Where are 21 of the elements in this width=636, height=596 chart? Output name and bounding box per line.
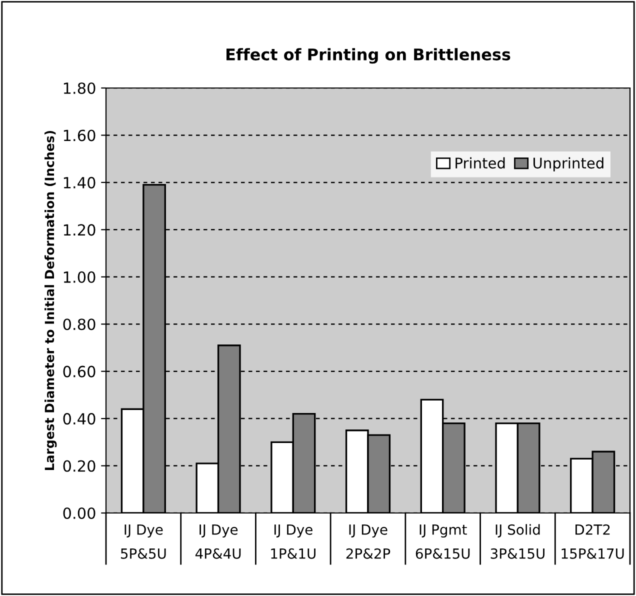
y-tick-label: 1.60 [64,130,96,142]
x-tick-label: IJ Dye 5P&5U [120,524,166,559]
x-tick-label: IJ Dye 2P&2P [346,524,390,559]
x-tick-label: IJ Dye 1P&1U [271,524,316,559]
x-tick-label: IJ Solid 3P&15U [490,524,544,559]
y-tick-label: 1.80 [64,82,96,94]
x-tick-label: D2T2 15P&17U [562,524,624,559]
x-tick-label: IJ Pgmt 6P&15U [416,524,470,559]
legend-label: Unprinted [534,157,604,172]
x-tick-label: IJ Dye 4P&4U [195,524,241,559]
y-tick-label: 0.20 [63,460,96,472]
y-tick-label: 0.80 [63,318,96,330]
y-tick-label: 0.60 [63,366,96,378]
y-tick-label: 1.20 [64,224,96,236]
y-tick-label: 1.40 [64,176,96,188]
y-tick-label: 0.40 [63,413,96,425]
y-tick-label: 0.00 [63,507,96,520]
chart-title: Effect of Printing on Brittleness [226,48,510,64]
legend-label: Printed [456,157,505,169]
y-axis-title: Largest Diameter to Initial Deformation (Inches) [44,130,57,470]
y-tick-label: 1.00 [64,271,96,283]
